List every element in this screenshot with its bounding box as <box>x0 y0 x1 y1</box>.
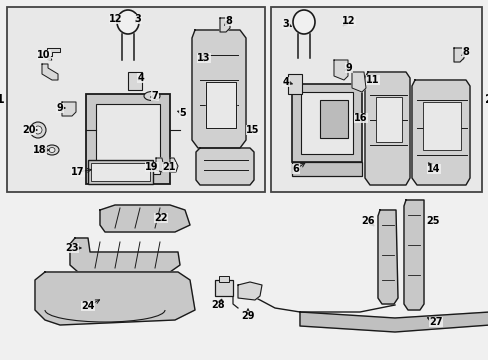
Polygon shape <box>70 238 180 272</box>
Text: 9: 9 <box>345 63 352 73</box>
Polygon shape <box>377 210 397 304</box>
Polygon shape <box>299 312 488 332</box>
Polygon shape <box>453 48 463 62</box>
Text: 5: 5 <box>179 108 186 118</box>
Text: 8: 8 <box>462 47 468 57</box>
Text: 19: 19 <box>145 162 159 172</box>
Text: 9: 9 <box>57 103 63 113</box>
Text: 15: 15 <box>246 125 259 135</box>
Ellipse shape <box>30 122 46 138</box>
Polygon shape <box>196 148 253 185</box>
Ellipse shape <box>34 126 42 134</box>
Polygon shape <box>170 158 178 172</box>
Polygon shape <box>333 60 347 80</box>
Ellipse shape <box>292 10 314 34</box>
Bar <box>96 104 160 174</box>
Polygon shape <box>205 82 236 128</box>
Text: 14: 14 <box>427 164 440 174</box>
Bar <box>319 100 347 138</box>
Text: 3: 3 <box>134 14 141 24</box>
Text: 27: 27 <box>428 317 442 327</box>
Text: 21: 21 <box>162 162 175 172</box>
Text: 3: 3 <box>282 19 289 29</box>
Text: 29: 29 <box>241 311 254 321</box>
Bar <box>301 92 352 154</box>
Polygon shape <box>364 72 409 185</box>
Polygon shape <box>220 18 229 32</box>
Polygon shape <box>238 282 262 300</box>
Bar <box>88 160 153 184</box>
Polygon shape <box>100 205 190 232</box>
Ellipse shape <box>117 10 139 34</box>
Polygon shape <box>47 48 60 56</box>
Bar <box>7 7 264 192</box>
Text: 8: 8 <box>225 16 232 26</box>
Polygon shape <box>42 64 58 80</box>
Bar <box>86 94 170 184</box>
Text: 12: 12 <box>109 14 122 24</box>
Text: 12: 12 <box>342 16 355 26</box>
Polygon shape <box>403 200 423 310</box>
Text: 2: 2 <box>484 93 488 106</box>
Bar <box>287 74 302 94</box>
Polygon shape <box>192 30 245 148</box>
Bar <box>375 97 401 142</box>
Text: 17: 17 <box>71 167 84 177</box>
Ellipse shape <box>143 91 160 100</box>
Text: 16: 16 <box>353 113 367 123</box>
Text: 23: 23 <box>65 243 79 253</box>
Text: 22: 22 <box>154 213 167 223</box>
Text: 10: 10 <box>37 50 51 60</box>
Text: 28: 28 <box>211 300 224 310</box>
Text: 26: 26 <box>361 216 374 226</box>
Text: 7: 7 <box>151 91 158 101</box>
Ellipse shape <box>49 148 55 153</box>
Bar <box>215 280 232 296</box>
Text: 20: 20 <box>22 125 36 135</box>
Text: 1: 1 <box>0 93 4 106</box>
Bar <box>270 7 481 192</box>
Text: 18: 18 <box>33 145 47 155</box>
Text: 4: 4 <box>282 77 289 87</box>
Polygon shape <box>35 272 195 325</box>
Text: 24: 24 <box>81 301 95 311</box>
Bar <box>422 102 460 150</box>
Text: 6: 6 <box>292 164 299 174</box>
Ellipse shape <box>45 145 59 155</box>
Text: 11: 11 <box>366 75 379 85</box>
Bar <box>219 276 228 282</box>
Text: 13: 13 <box>197 53 210 63</box>
Bar <box>91 163 150 181</box>
Text: 25: 25 <box>426 216 439 226</box>
Bar <box>291 162 361 176</box>
Text: 4: 4 <box>137 73 144 83</box>
Polygon shape <box>62 102 76 116</box>
Polygon shape <box>351 72 365 92</box>
Bar <box>128 72 142 90</box>
Polygon shape <box>411 80 469 185</box>
Bar <box>291 84 361 162</box>
Polygon shape <box>156 158 163 172</box>
